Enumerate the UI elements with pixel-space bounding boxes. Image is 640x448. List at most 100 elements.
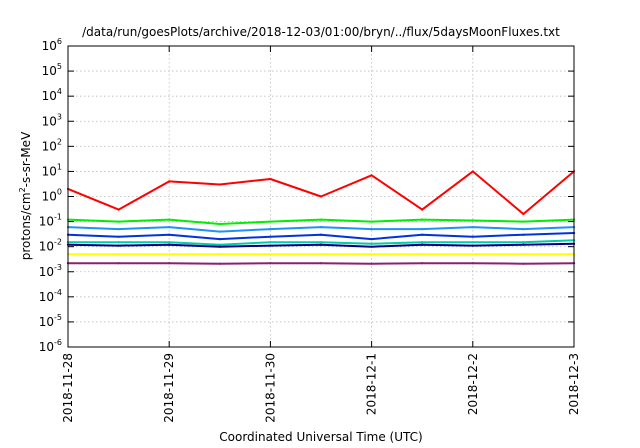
y-tick-label: 102: [42, 137, 62, 153]
series-point: [269, 220, 272, 223]
series-point: [218, 253, 221, 256]
y-tick-exponent: 5: [57, 62, 62, 71]
axis-ticks: 10-610-510-410-310-210-11001011021031041…: [39, 37, 581, 423]
series-point: [269, 241, 272, 244]
series-point: [319, 195, 323, 198]
series-point: [370, 242, 373, 245]
y-tick-exponent: 2: [57, 137, 62, 146]
series-point: [471, 262, 474, 265]
series-point: [370, 238, 373, 241]
y-tick-base: 10: [42, 114, 57, 128]
y-tick-label: 10-4: [39, 288, 62, 304]
y-tick-exponent: 6: [57, 37, 62, 46]
y-tick-base: 10: [42, 89, 57, 103]
series-point: [218, 222, 221, 226]
series-point: [471, 170, 474, 173]
series-point: [421, 208, 424, 211]
series-point: [117, 228, 120, 231]
y-tick-exponent: -5: [54, 313, 62, 322]
series-point: [421, 228, 424, 231]
series-point: [471, 235, 474, 238]
series-point: [421, 241, 424, 244]
y-tick-exponent: -1: [54, 213, 62, 222]
y-tick-exponent: -4: [54, 288, 62, 297]
series-point: [168, 253, 171, 256]
series-point: [218, 245, 221, 248]
series-point: [319, 253, 323, 256]
series-point: [421, 218, 424, 221]
series-point: [117, 220, 120, 223]
x-tick-label: 2018-11-29: [162, 353, 176, 423]
series-point: [471, 219, 474, 222]
y-tick-base: 10: [42, 39, 57, 53]
y-tick-exponent: -3: [54, 263, 62, 272]
y-tick-label: 101: [42, 162, 62, 178]
series-point: [522, 212, 525, 216]
series-point: [522, 233, 525, 236]
series-point: [319, 241, 323, 244]
y-tick-label: 105: [42, 62, 62, 78]
series-point: [421, 253, 424, 256]
data-series: [66, 170, 576, 265]
series-point: [522, 243, 525, 246]
series-point: [319, 218, 323, 221]
y-tick-label: 100: [42, 188, 62, 204]
series-point: [319, 243, 323, 246]
series-point: [218, 238, 221, 241]
y-tick-base: 10: [39, 340, 54, 354]
x-tick-label: 2018-12-1: [365, 353, 379, 415]
y-axis-label-rest: -s-sr-MeV: [19, 131, 33, 187]
y-tick-exponent: 0: [57, 188, 62, 197]
series-point: [319, 233, 323, 236]
series-point: [269, 235, 272, 238]
series-point: [168, 180, 171, 183]
y-tick-base: 10: [42, 139, 57, 153]
y-tick-base: 10: [39, 290, 54, 304]
series-point: [269, 228, 272, 231]
series-point: [522, 228, 525, 231]
series-point: [522, 262, 525, 265]
chart-title: /data/run/goesPlots/archive/2018-12-03/0…: [82, 25, 560, 39]
series-point: [471, 244, 474, 247]
series-point: [117, 262, 120, 265]
series-point: [168, 241, 171, 244]
y-tick-exponent: -6: [54, 338, 62, 347]
series-point: [117, 244, 120, 247]
series-point: [168, 262, 171, 265]
grid: [68, 46, 574, 347]
series-point: [218, 243, 221, 246]
series-point: [117, 253, 120, 256]
y-tick-base: 10: [39, 240, 54, 254]
series-point: [269, 253, 272, 256]
series-point: [269, 177, 272, 181]
y-tick-base: 10: [42, 164, 57, 178]
series-point: [370, 253, 373, 256]
y-tick-exponent: -2: [54, 238, 62, 247]
y-tick-exponent: 4: [57, 87, 62, 96]
series-point: [421, 262, 424, 265]
y-axis-label-exponent: 2: [18, 187, 27, 192]
series-point: [370, 174, 373, 177]
series-point: [218, 183, 221, 186]
series-point: [168, 218, 171, 221]
series-point: [522, 241, 525, 244]
y-tick-label: 10-1: [39, 213, 62, 229]
x-tick-label: 2018-12-3: [567, 353, 581, 415]
series-point: [319, 262, 323, 265]
series-point: [370, 220, 373, 223]
y-tick-label: 104: [42, 87, 62, 103]
series-point: [421, 243, 424, 246]
y-axis-label-units: protons/cm: [19, 192, 33, 260]
y-tick-base: 10: [42, 190, 57, 204]
series-point: [522, 253, 525, 256]
series-point: [168, 243, 171, 246]
series-point: [471, 253, 474, 256]
series-point: [168, 233, 171, 236]
series-point: [117, 208, 120, 211]
y-tick-label: 10-3: [39, 263, 62, 279]
series-point: [522, 220, 525, 223]
series-point: [471, 241, 474, 244]
x-tick-label: 2018-11-30: [263, 353, 277, 423]
series-point: [319, 226, 323, 229]
